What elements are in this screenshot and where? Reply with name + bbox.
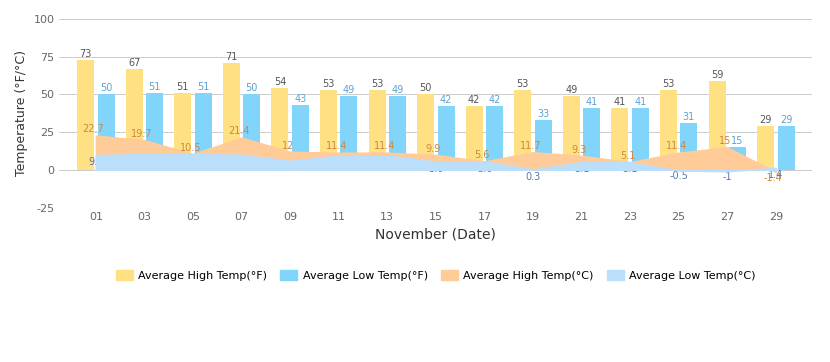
Bar bbox=[243, 94, 261, 170]
Bar bbox=[320, 90, 337, 170]
Text: 51: 51 bbox=[177, 82, 189, 92]
Bar bbox=[417, 94, 434, 170]
Bar bbox=[389, 96, 406, 170]
Bar bbox=[612, 108, 628, 170]
Bar bbox=[757, 126, 774, 170]
X-axis label: November (Date): November (Date) bbox=[375, 228, 496, 242]
Text: 15: 15 bbox=[719, 136, 731, 146]
Legend: Average High Temp(°F), Average Low Temp(°F), Average High Temp(°C), Average Low : Average High Temp(°F), Average Low Temp(… bbox=[111, 266, 760, 286]
Text: 53: 53 bbox=[371, 79, 383, 89]
Bar bbox=[660, 90, 677, 170]
Text: 29: 29 bbox=[780, 115, 792, 125]
Text: 9.8: 9.8 bbox=[88, 157, 104, 167]
Text: 54: 54 bbox=[274, 77, 286, 87]
Text: 1.4: 1.4 bbox=[769, 170, 784, 180]
Text: 31: 31 bbox=[683, 112, 695, 122]
Text: 42: 42 bbox=[440, 95, 452, 105]
Bar bbox=[563, 96, 580, 170]
Text: 41: 41 bbox=[613, 97, 626, 107]
Text: 5.1: 5.1 bbox=[620, 151, 635, 161]
Text: 42: 42 bbox=[468, 95, 481, 105]
Bar bbox=[515, 90, 531, 170]
Text: -0.5: -0.5 bbox=[669, 171, 688, 181]
Text: 0.3: 0.3 bbox=[525, 172, 540, 182]
Text: 5.6: 5.6 bbox=[474, 150, 490, 160]
Text: 42: 42 bbox=[488, 95, 500, 105]
Text: 21.4: 21.4 bbox=[228, 126, 250, 136]
Text: 33: 33 bbox=[537, 109, 549, 119]
Text: 10.5: 10.5 bbox=[134, 156, 155, 166]
Text: 43: 43 bbox=[294, 94, 306, 104]
Text: 50: 50 bbox=[419, 83, 432, 93]
Text: 50: 50 bbox=[246, 83, 258, 93]
Bar bbox=[271, 88, 288, 170]
Text: 5.1: 5.1 bbox=[622, 164, 637, 174]
Bar bbox=[709, 81, 725, 170]
Bar bbox=[77, 60, 94, 170]
Text: 67: 67 bbox=[128, 58, 140, 68]
Bar bbox=[125, 69, 143, 170]
Text: 11.4: 11.4 bbox=[374, 142, 396, 151]
Bar bbox=[466, 106, 483, 170]
Text: 15: 15 bbox=[731, 136, 744, 146]
Text: 50: 50 bbox=[100, 83, 112, 93]
Text: 53: 53 bbox=[322, 79, 334, 89]
Text: 10.5: 10.5 bbox=[183, 156, 203, 166]
Text: 29: 29 bbox=[759, 115, 772, 125]
Text: 49: 49 bbox=[391, 85, 403, 95]
Y-axis label: Temperature (°F/°C): Temperature (°F/°C) bbox=[15, 50, 28, 176]
Text: 49: 49 bbox=[565, 85, 578, 95]
Text: -1: -1 bbox=[722, 172, 732, 182]
Text: 59: 59 bbox=[710, 70, 723, 80]
Text: 9.4: 9.4 bbox=[379, 158, 395, 168]
Text: 41: 41 bbox=[586, 97, 598, 107]
Text: 10.5: 10.5 bbox=[180, 143, 202, 153]
Bar bbox=[369, 90, 386, 170]
Bar bbox=[486, 106, 503, 170]
Bar bbox=[292, 105, 309, 170]
Text: 19.7: 19.7 bbox=[131, 129, 153, 139]
Text: 9.4: 9.4 bbox=[331, 158, 346, 168]
Text: 12: 12 bbox=[281, 140, 294, 151]
Bar bbox=[681, 123, 697, 170]
Bar bbox=[222, 63, 240, 170]
Text: 10: 10 bbox=[236, 157, 247, 167]
Text: 51: 51 bbox=[197, 82, 209, 92]
Bar bbox=[535, 120, 552, 170]
Bar bbox=[778, 126, 794, 170]
Bar bbox=[174, 93, 191, 170]
Text: 5.6: 5.6 bbox=[476, 164, 492, 174]
Text: 6: 6 bbox=[287, 163, 293, 173]
Text: 53: 53 bbox=[662, 79, 675, 89]
Text: 22.7: 22.7 bbox=[82, 125, 105, 134]
Bar bbox=[98, 94, 115, 170]
Text: 53: 53 bbox=[516, 79, 529, 89]
Text: 11.4: 11.4 bbox=[666, 142, 687, 151]
Text: 11.4: 11.4 bbox=[325, 142, 347, 151]
Text: -1.4: -1.4 bbox=[764, 173, 783, 183]
Text: 9.9: 9.9 bbox=[426, 144, 441, 154]
Bar bbox=[195, 93, 212, 170]
Text: 51: 51 bbox=[149, 82, 161, 92]
Bar bbox=[340, 96, 358, 170]
Text: 5.6: 5.6 bbox=[428, 164, 443, 174]
Bar bbox=[437, 106, 455, 170]
Bar bbox=[146, 93, 164, 170]
Text: 5.1: 5.1 bbox=[574, 164, 589, 174]
Text: 41: 41 bbox=[634, 97, 647, 107]
Text: 11.7: 11.7 bbox=[520, 141, 541, 151]
Bar bbox=[583, 108, 600, 170]
Text: 49: 49 bbox=[343, 85, 355, 95]
Text: 73: 73 bbox=[80, 49, 92, 59]
Bar bbox=[632, 108, 649, 170]
Text: 71: 71 bbox=[225, 51, 237, 62]
Text: 9.3: 9.3 bbox=[572, 144, 587, 155]
Bar bbox=[729, 147, 746, 170]
